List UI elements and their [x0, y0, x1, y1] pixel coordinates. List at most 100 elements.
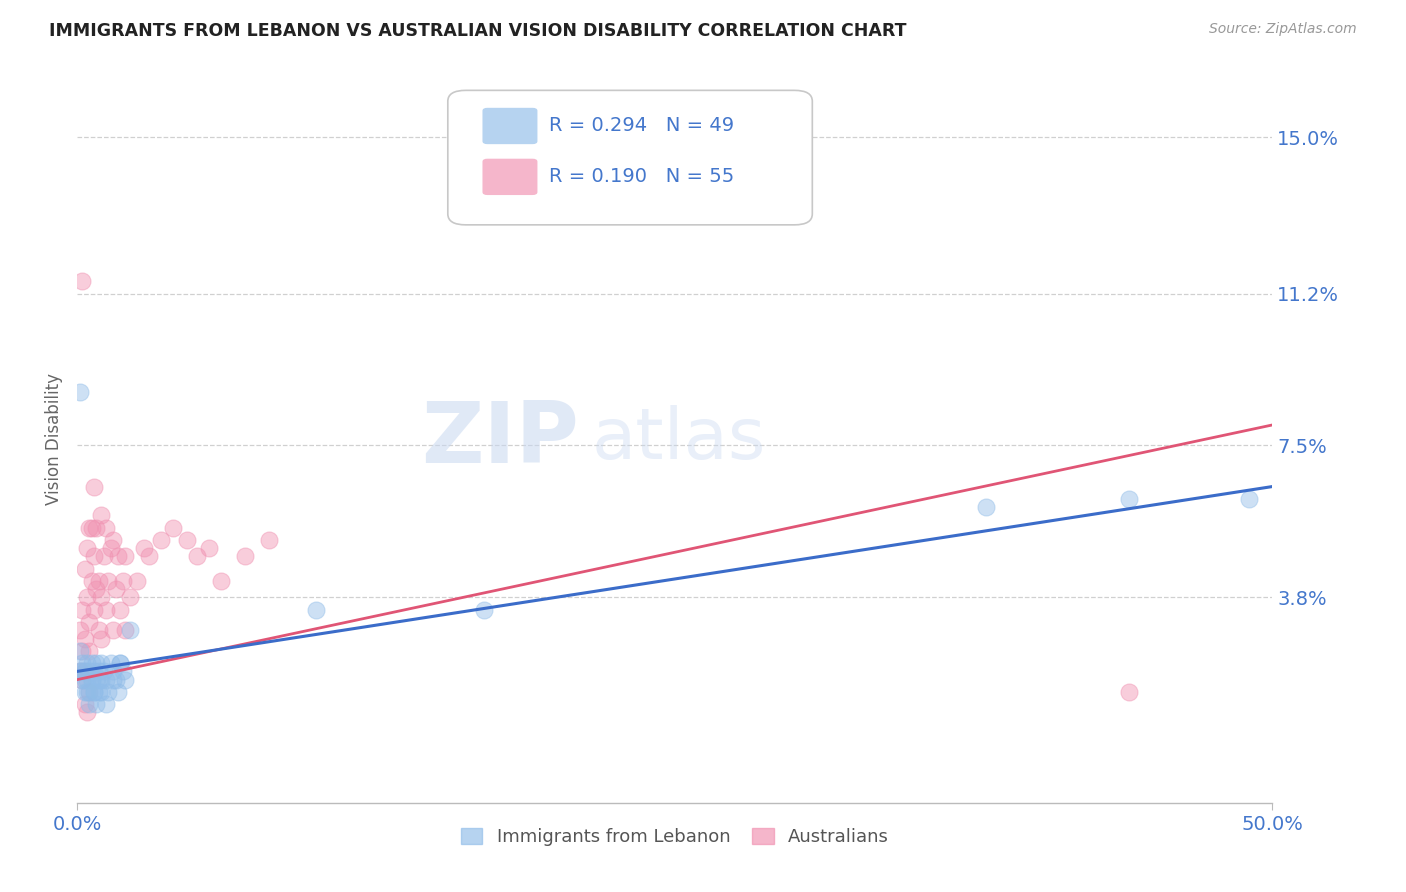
Point — [76, 706, 98, 720]
Point — [73, 673, 96, 687]
Point — [86, 582, 108, 597]
Point — [305, 603, 328, 617]
Point — [127, 574, 149, 588]
Point — [76, 591, 98, 605]
Point — [73, 632, 96, 646]
Point — [70, 644, 93, 658]
Point — [110, 603, 132, 617]
Point — [100, 541, 122, 556]
Legend: Immigrants from Lebanon, Australians: Immigrants from Lebanon, Australians — [454, 821, 896, 854]
Point — [80, 520, 103, 534]
Point — [257, 533, 280, 547]
FancyBboxPatch shape — [482, 108, 537, 145]
Point — [110, 656, 132, 670]
Point — [90, 508, 112, 523]
Point — [79, 697, 101, 711]
Point — [70, 603, 93, 617]
Point — [93, 549, 115, 564]
Point — [111, 665, 134, 679]
Point — [83, 685, 105, 699]
Point — [70, 673, 93, 687]
Point — [76, 673, 98, 687]
Point — [73, 685, 96, 699]
Point — [90, 591, 112, 605]
Point — [93, 665, 115, 679]
Point — [104, 673, 127, 687]
Point — [69, 644, 91, 658]
FancyBboxPatch shape — [449, 90, 813, 225]
Point — [176, 533, 198, 547]
Point — [83, 665, 105, 679]
Text: R = 0.190   N = 55: R = 0.190 N = 55 — [550, 167, 735, 186]
Point — [118, 591, 141, 605]
Point — [107, 685, 129, 699]
Point — [70, 274, 93, 288]
Point — [103, 673, 124, 687]
Point — [79, 520, 101, 534]
Point — [80, 673, 103, 687]
Point — [94, 697, 117, 711]
Point — [69, 385, 91, 400]
Point — [79, 665, 101, 679]
Point — [80, 574, 103, 588]
Text: IMMIGRANTS FROM LEBANON VS AUSTRALIAN VISION DISABILITY CORRELATION CHART: IMMIGRANTS FROM LEBANON VS AUSTRALIAN VI… — [49, 22, 907, 40]
Point — [83, 479, 105, 493]
Point — [76, 656, 98, 670]
Point — [103, 533, 124, 547]
Point — [70, 656, 93, 670]
Point — [73, 665, 96, 679]
Point — [86, 520, 108, 534]
Point — [94, 673, 117, 687]
Point — [186, 549, 208, 564]
Point — [79, 644, 101, 658]
Y-axis label: Vision Disability: Vision Disability — [45, 374, 63, 505]
FancyBboxPatch shape — [482, 159, 537, 195]
Point — [87, 624, 110, 638]
Point — [86, 673, 108, 687]
Point — [80, 673, 103, 687]
Point — [209, 574, 232, 588]
Point — [114, 624, 136, 638]
Text: R = 0.294   N = 49: R = 0.294 N = 49 — [550, 116, 734, 135]
Point — [94, 603, 117, 617]
Point — [974, 500, 997, 514]
Point — [197, 541, 219, 556]
Point — [97, 685, 120, 699]
Point — [114, 673, 136, 687]
Point — [104, 582, 127, 597]
Point — [86, 697, 108, 711]
Point — [111, 574, 134, 588]
Point — [472, 603, 495, 617]
Point — [83, 603, 105, 617]
Point — [87, 574, 110, 588]
Point — [83, 549, 105, 564]
Point — [70, 673, 93, 687]
Point — [69, 624, 91, 638]
Point — [1118, 491, 1140, 506]
Point — [73, 562, 96, 576]
Point — [86, 656, 108, 670]
Text: ZIP: ZIP — [422, 398, 579, 481]
Point — [76, 685, 98, 699]
Point — [118, 624, 141, 638]
Point — [134, 541, 156, 556]
Point — [107, 549, 129, 564]
Point — [79, 685, 101, 699]
Point — [70, 665, 93, 679]
Point — [73, 697, 96, 711]
Point — [69, 665, 91, 679]
Point — [73, 665, 96, 679]
Point — [76, 541, 98, 556]
Point — [79, 685, 101, 699]
Point — [87, 665, 110, 679]
Point — [90, 685, 112, 699]
Point — [90, 656, 112, 670]
Text: Source: ZipAtlas.com: Source: ZipAtlas.com — [1209, 22, 1357, 37]
Point — [80, 656, 103, 670]
Point — [110, 656, 132, 670]
Point — [97, 574, 120, 588]
Text: atlas: atlas — [592, 405, 766, 474]
Point — [162, 520, 184, 534]
Point — [79, 615, 101, 629]
Point — [94, 520, 117, 534]
